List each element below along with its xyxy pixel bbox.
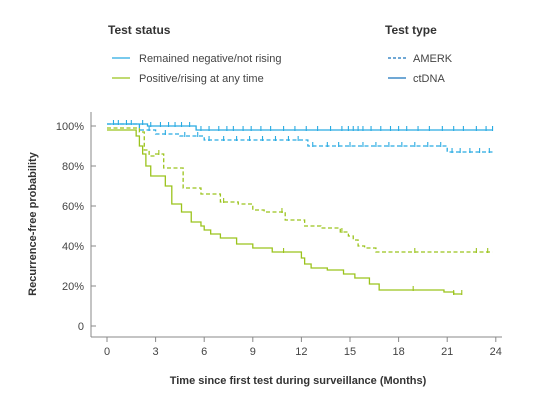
legend-type-title: Test type (385, 23, 437, 37)
x-tick-label: 24 (490, 346, 502, 358)
x-tick-label: 3 (153, 346, 159, 358)
series-line-2 (107, 127, 493, 253)
x-tick-label: 9 (250, 346, 256, 358)
y-tick-label: 40% (62, 241, 84, 253)
legend-type-label-amerk: AMERK (413, 53, 453, 65)
x-ticks: 0 3 6 9 12 15 18 21 24 (104, 337, 502, 358)
x-tick-label: 18 (392, 346, 404, 358)
y-ticks: 0 20% 40% 60% 80% 100% (56, 121, 96, 333)
series-line-0 (107, 123, 493, 131)
legend-status-title: Test status (108, 23, 171, 37)
y-tick-label: 20% (62, 281, 84, 293)
x-tick-label: 21 (441, 346, 453, 358)
y-tick-label: 80% (62, 161, 84, 173)
x-tick-label: 0 (104, 346, 110, 358)
x-tick-label: 6 (201, 346, 207, 358)
y-tick-label: 0 (78, 321, 84, 333)
y-tick-label: 100% (56, 121, 84, 133)
series-line-1 (107, 123, 493, 153)
x-tick-label: 15 (344, 346, 356, 358)
series-line-3 (107, 129, 462, 295)
y-axis-title: Recurrence-free probability (27, 151, 39, 296)
x-axis-title: Time since first test during surveillanc… (170, 375, 427, 387)
legend-type-label-ctdna: ctDNA (413, 73, 445, 85)
legend-status-label-1: Positive/rising at any time (139, 73, 264, 85)
x-tick-label: 12 (295, 346, 307, 358)
y-tick-label: 60% (62, 201, 84, 213)
legend-status-label-0: Remained negative/not rising (139, 53, 281, 65)
series-layer (107, 120, 494, 295)
